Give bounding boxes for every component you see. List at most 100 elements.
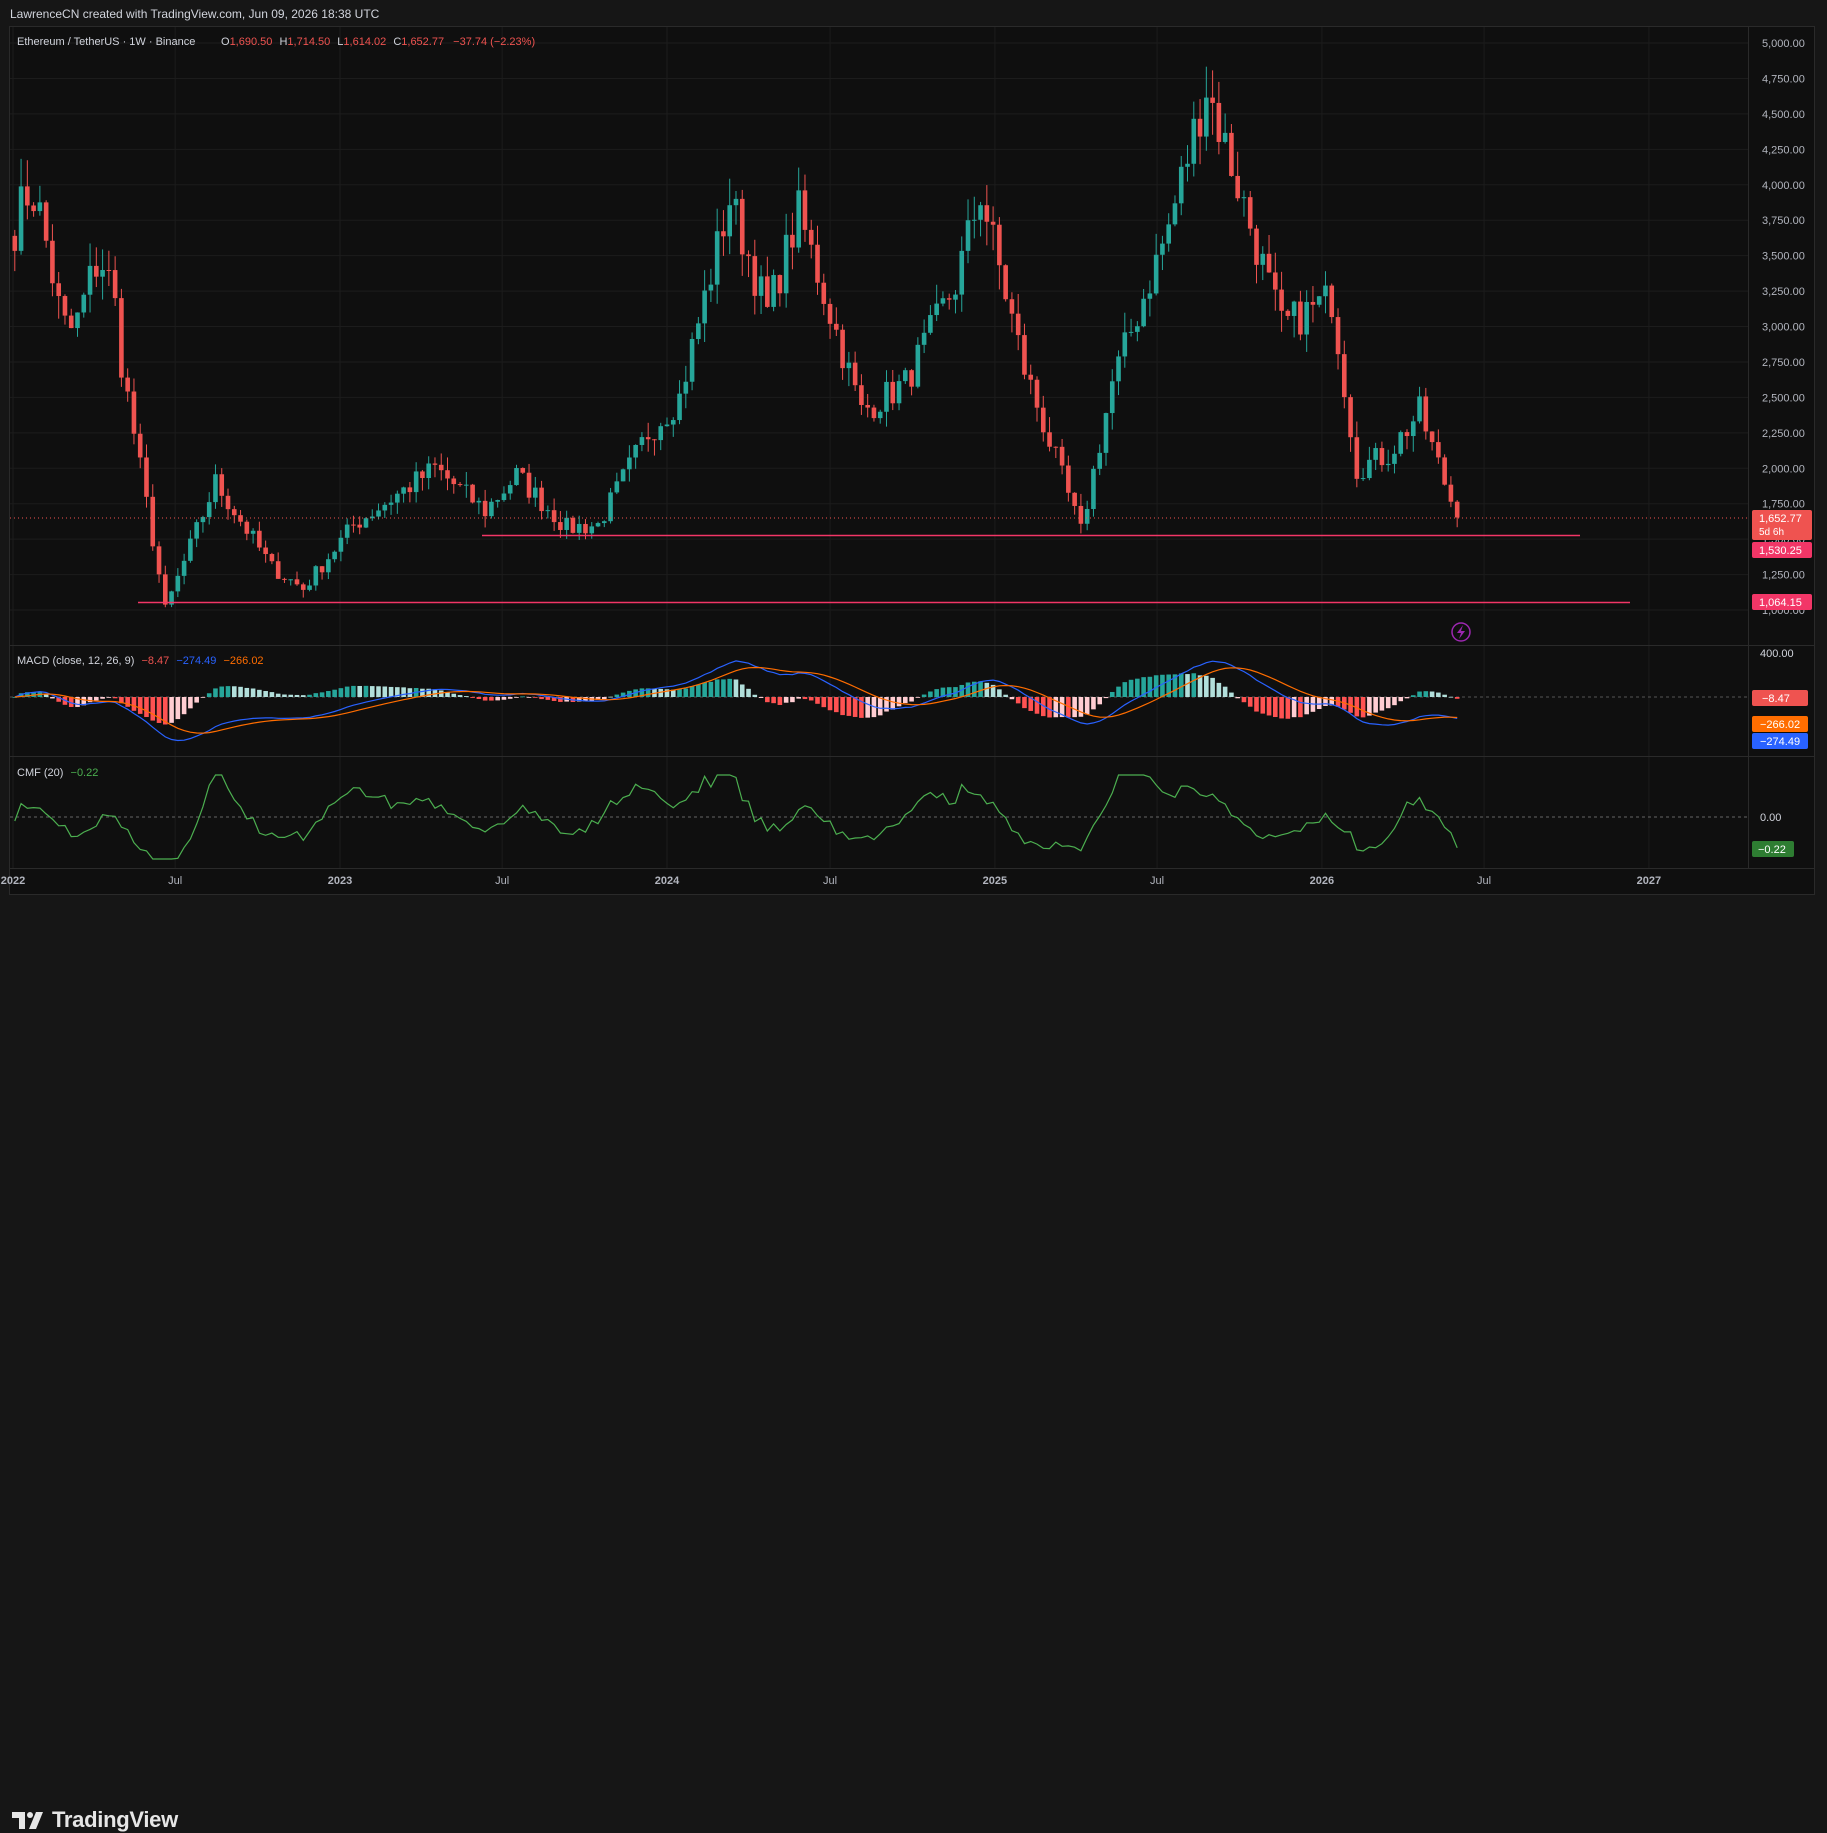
macd-bar: [150, 697, 156, 721]
macd-bar: [106, 697, 112, 698]
macd-bar: [338, 688, 344, 697]
candle-body: [332, 551, 337, 560]
candle-body: [1310, 301, 1316, 305]
macd-bar: [915, 697, 921, 698]
cmf-legend[interactable]: CMF (20) −0.22: [17, 767, 98, 779]
candle-body: [1022, 335, 1027, 375]
footer: TradingView: [0, 895, 1827, 1832]
candle-body: [708, 284, 714, 291]
price-tick-label: 1,750.00: [1762, 499, 1805, 511]
candle-body: [401, 487, 406, 494]
macd-bar: [620, 692, 626, 697]
macd-bar: [971, 681, 977, 697]
chart-frame[interactable]: [9, 26, 1815, 895]
macd-bar: [689, 686, 695, 697]
candle-body: [1392, 453, 1397, 464]
candle-body: [18, 186, 24, 251]
candle-body: [727, 205, 733, 237]
macd-bar: [1316, 697, 1322, 710]
macd-bar: [1022, 697, 1027, 709]
candle-body: [564, 517, 569, 530]
svg-text:−266.02: −266.02: [1760, 719, 1800, 731]
macd-bar: [1097, 697, 1103, 705]
candle-body: [338, 537, 344, 552]
time-tick-label: 2027: [1637, 875, 1661, 887]
candle-body: [890, 381, 896, 404]
macd-bar: [382, 686, 388, 697]
tradingview-logo[interactable]: TradingView: [12, 1807, 178, 1833]
price-tick-label: 3,000.00: [1762, 322, 1805, 334]
price-tick-label: 3,500.00: [1762, 251, 1805, 263]
macd-bar: [1360, 697, 1366, 718]
candle-body: [94, 265, 99, 277]
last-price-value: 1,652.77: [1759, 513, 1802, 525]
candle-body: [827, 303, 833, 324]
macd-bar: [1273, 697, 1278, 718]
candle-body: [200, 517, 206, 523]
candle-body: [1285, 310, 1291, 316]
symbol-title[interactable]: Ethereum / TetherUS · 1W · Binance: [17, 36, 195, 48]
macd-bar: [1072, 697, 1077, 718]
candle-body: [802, 190, 808, 230]
candle-body: [645, 437, 651, 440]
macd-bar: [275, 693, 281, 697]
level-tag-1530: 1,530.25: [1752, 542, 1812, 558]
candle-body: [758, 276, 764, 296]
macd-bar: [727, 678, 733, 697]
candle-body: [1229, 132, 1234, 176]
candle-body: [928, 315, 933, 333]
macd-bar: [1222, 686, 1228, 697]
macd-hist-tag: −8.47: [1752, 690, 1808, 706]
candle-body: [62, 296, 68, 316]
macd-bar: [464, 696, 469, 697]
candle-body: [1417, 396, 1422, 422]
candle-body: [721, 231, 726, 237]
candle-body: [903, 370, 908, 382]
macd-bar: [43, 694, 49, 697]
candle-body: [1241, 197, 1247, 199]
candle-body: [407, 487, 413, 493]
macd-bar: [1266, 697, 1272, 716]
candle-body: [257, 530, 262, 548]
macd-signal-tag: −266.02: [1752, 716, 1808, 732]
candle-body: [639, 437, 645, 445]
macd-bar: [307, 694, 312, 697]
macd-bar: [702, 682, 707, 697]
candle-body: [1410, 421, 1416, 437]
candle-body: [1210, 97, 1215, 103]
macd-bar: [859, 697, 864, 718]
macd-bar: [965, 682, 971, 697]
macd-bar: [407, 688, 413, 697]
macd-bar: [1235, 697, 1240, 699]
candle-body: [871, 407, 877, 419]
macd-legend[interactable]: MACD (close, 12, 26, 9) −8.47 −274.49 −2…: [17, 655, 264, 667]
macd-bar: [200, 697, 206, 698]
price-chart[interactable]: Ethereum / TetherUS · 1W · Binance O1,69…: [0, 0, 1827, 954]
macd-bar: [1398, 697, 1404, 702]
macd-bar: [326, 690, 331, 697]
macd-bar: [344, 686, 350, 697]
candle-body: [125, 377, 130, 392]
cmf-axis-zero: 0.00: [1760, 812, 1781, 824]
candle-body: [369, 516, 375, 519]
candle-body: [971, 219, 977, 221]
candle-body: [1103, 413, 1109, 453]
macd-bar: [219, 686, 225, 697]
macd-bar: [1436, 692, 1441, 697]
candle-body: [627, 457, 632, 470]
candle-body: [1072, 492, 1077, 506]
candle-body: [959, 250, 965, 295]
macd-bar: [244, 687, 250, 697]
candle-body: [921, 332, 927, 345]
macd-bar: [238, 686, 243, 697]
candle-body: [1291, 301, 1297, 316]
macd-bar: [438, 690, 444, 697]
time-axis[interactable]: 2022 Jul 2023 Jul 2024 Jul 2025 Jul 2026 Jul 2027: [1, 875, 1661, 887]
macd-bar: [1122, 682, 1128, 697]
candle-body: [68, 315, 74, 329]
macd-bar: [1304, 697, 1309, 715]
candle-body: [169, 591, 174, 605]
candle-body: [489, 501, 494, 517]
candle-body: [696, 323, 701, 339]
lightning-icon[interactable]: [1451, 622, 1471, 642]
